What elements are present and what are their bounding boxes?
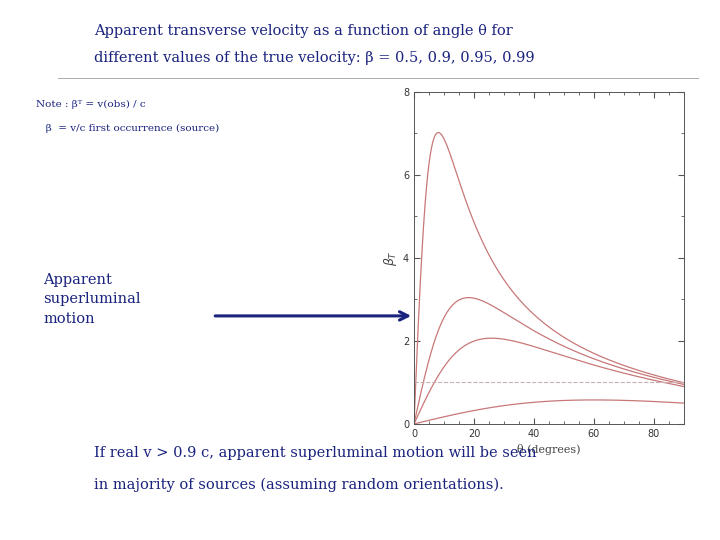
Text: Apparent
superluminal
motion: Apparent superluminal motion [43, 273, 140, 326]
Text: Note : βᵀ = v(obs) / c: Note : βᵀ = v(obs) / c [36, 100, 145, 109]
X-axis label: θ (degrees): θ (degrees) [517, 444, 581, 455]
Text: If real v > 0.9 c, apparent superluminal motion will be seen: If real v > 0.9 c, apparent superluminal… [94, 446, 536, 460]
Y-axis label: $\beta_T$: $\beta_T$ [382, 250, 399, 266]
Text: β  = v/c first occurrence (source): β = v/c first occurrence (source) [36, 124, 220, 133]
Text: different values of the true velocity: β = 0.5, 0.9, 0.95, 0.99: different values of the true velocity: β… [94, 51, 534, 65]
Text: in majority of sources (assuming random orientations).: in majority of sources (assuming random … [94, 478, 503, 492]
Text: Apparent transverse velocity as a function of angle θ for: Apparent transverse velocity as a functi… [94, 24, 513, 38]
